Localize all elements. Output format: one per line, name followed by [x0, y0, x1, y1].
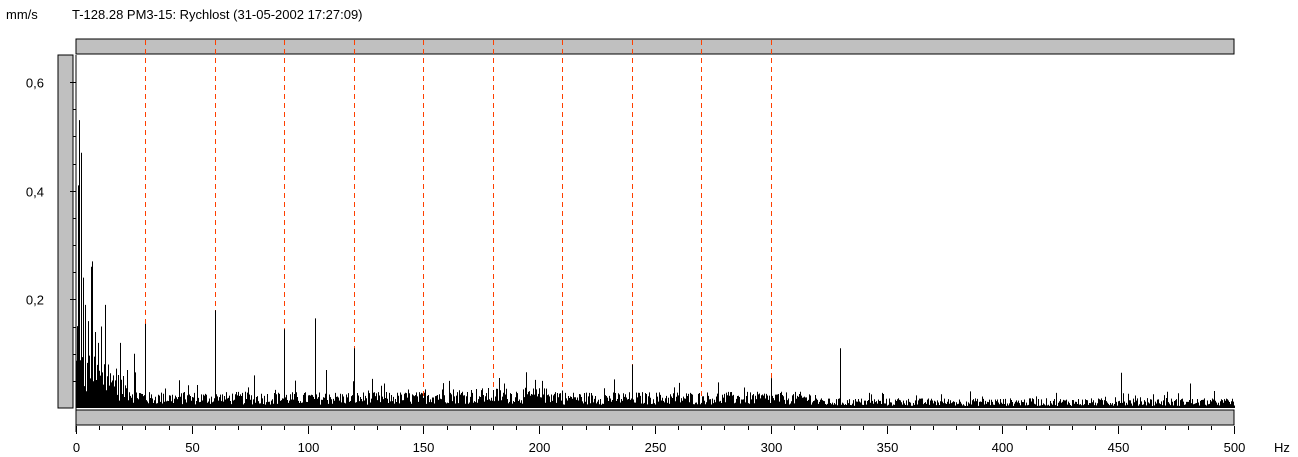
x-tick-label: 500	[1224, 440, 1246, 455]
x-tick-label: 150	[413, 440, 435, 455]
x-tick-label: 200	[529, 440, 551, 455]
y-axis-ticks: 0,2 0,4 0,6	[26, 76, 76, 382]
x-tick-label: 450	[1108, 440, 1130, 455]
x-tick-label: 300	[761, 440, 783, 455]
y-tick-label: 0,6	[26, 76, 44, 91]
x-tick-label: 350	[877, 440, 899, 455]
x-tick-label: 250	[645, 440, 667, 455]
spectrum-bars	[76, 120, 1235, 408]
top-scrollbar[interactable]	[75, 38, 1235, 55]
y-unit-label: mm/s	[6, 7, 38, 22]
chart-title: T-128.28 PM3-15: Rychlost (31-05-2002 17…	[72, 7, 363, 22]
x-axis-ticks: 0 50 100 150 200 250 300 350 400 450 500	[73, 426, 1245, 455]
x-tick-label: 50	[185, 440, 199, 455]
x-unit-label: Hz	[1274, 440, 1290, 455]
bottom-scrollbar[interactable]	[75, 409, 1235, 426]
x-tick-label: 100	[298, 440, 320, 455]
x-tick-label: 0	[73, 440, 80, 455]
harmonic-markers	[145, 40, 772, 398]
y-tick-label: 0,4	[26, 185, 44, 200]
left-scrollbar[interactable]	[57, 54, 74, 409]
x-tick-label: 400	[992, 440, 1014, 455]
y-tick-label: 0,2	[26, 293, 44, 308]
